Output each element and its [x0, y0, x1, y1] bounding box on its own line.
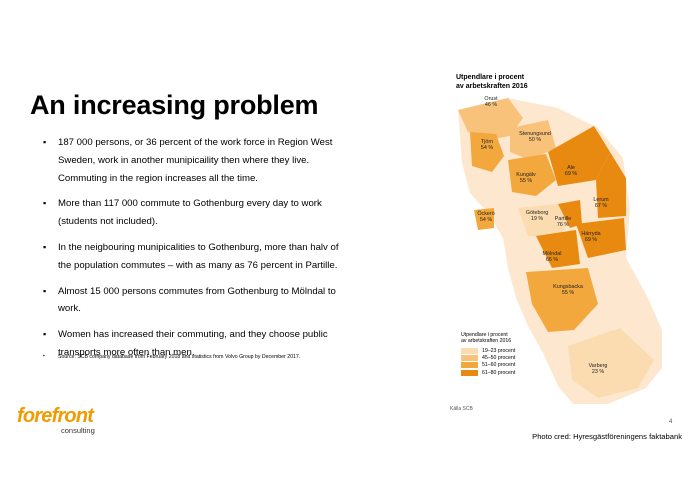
legend-swatch — [461, 362, 478, 369]
region-goteborg — [518, 204, 570, 238]
page-number: 4 — [669, 419, 673, 425]
bullet-list: 187 000 persons, or 36 percent of the wo… — [43, 134, 344, 370]
region-ale — [548, 126, 610, 186]
region-tjorn — [470, 132, 504, 172]
legend-title: Utpendlare i procent av arbetskraften 20… — [461, 332, 512, 345]
map-graphic — [458, 98, 662, 404]
logo-wordmark: forefront — [17, 405, 94, 427]
region-kungalv — [508, 154, 556, 196]
map-label-orust: Orust 46 % — [484, 96, 498, 109]
map-label-lerum: Lerum 67 % — [593, 197, 609, 210]
map-label-varberg: Varberg 23 % — [588, 363, 608, 376]
bullet-item: In the neigbouring munipicalities to Got… — [43, 239, 344, 275]
logo-subtitle: consulting — [61, 426, 95, 435]
commuter-map: Utpendlare i procent av arbetskraften 20… — [448, 68, 668, 416]
region-orust — [458, 98, 523, 140]
legend-swatch — [461, 354, 478, 361]
map-label-ale: Ale 69 % — [564, 165, 578, 178]
bullet-item: More than 117 000 commute to Gothenburg … — [43, 195, 344, 231]
slide-title: An increasing problem — [30, 90, 319, 120]
map-label-harryda: Härryda 69 % — [581, 231, 601, 244]
bullet-item: Women has increased their commuting, and… — [43, 326, 344, 362]
legend-swatch — [461, 347, 478, 354]
region-lerum — [596, 152, 626, 218]
region-molndal — [536, 230, 580, 268]
bullet-item: 187 000 persons, or 36 percent of the wo… — [43, 134, 344, 187]
map-label-kungsbacka: Kungsbacka 55 % — [553, 284, 583, 297]
legend-item: 19–23 procent — [461, 347, 515, 354]
map-label-ockero: Öckerö 54 % — [477, 211, 495, 224]
region-partille — [558, 200, 582, 228]
region-kungsbacka — [526, 268, 598, 332]
source-footnote: Source: SCB company database from Februa… — [43, 353, 388, 360]
map-title: Utpendlare i procent av arbetskraften 20… — [456, 74, 528, 90]
map-label-stenungsund: Stenungsund 50 % — [519, 131, 551, 144]
photo-credit: Photo cred: Hyresgästföreningens faktaba… — [532, 432, 682, 441]
region-stenungsund — [510, 120, 556, 160]
forefront-logo: forefront consulting — [17, 406, 97, 435]
map-legend: Utpendlare i procent av arbetskraften 20… — [461, 332, 515, 376]
map-source: Källa SCB — [450, 406, 473, 412]
legend-item: 45–50 procent — [461, 354, 515, 361]
map-label-molndal: Mölndal 66 % — [542, 251, 562, 264]
legend-item: 51–60 procent — [461, 362, 515, 369]
legend-item: 61–80 procent — [461, 369, 515, 376]
bullet-item: Almost 15 000 persons commutes from Goth… — [43, 283, 344, 319]
map-label-partille: Partille 76 % — [554, 216, 572, 229]
legend-swatch — [461, 369, 478, 376]
region-varberg — [568, 328, 654, 398]
region-ockero — [474, 208, 494, 230]
region-harryda — [576, 218, 626, 258]
map-label-tjorn: Tjörn 54 % — [480, 139, 494, 152]
map-label-goteborg: Göteborg 19 % — [525, 210, 549, 223]
map-label-kungalv: Kungälv 55 % — [516, 172, 536, 185]
